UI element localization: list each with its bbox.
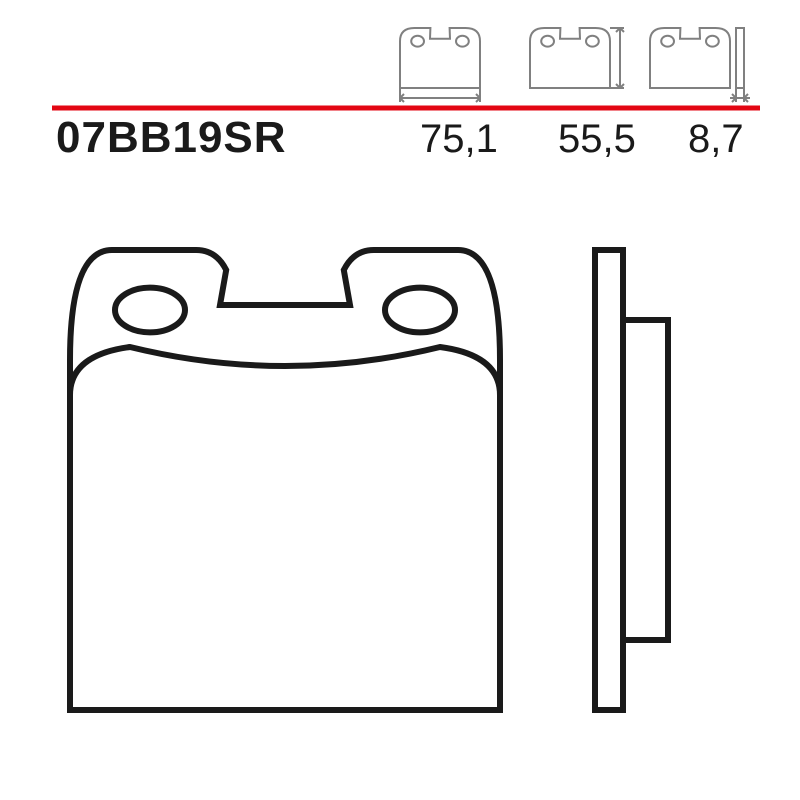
pad-hole-0: [115, 288, 185, 333]
pad-front-outline: [70, 250, 500, 710]
dim-width: 75,1: [420, 117, 498, 161]
dim-thickness: 8,7: [688, 117, 744, 161]
pad-front-inner: [70, 347, 500, 395]
spec-sheet: 07BB19SR 75,1 55,5 8,7: [0, 0, 800, 800]
dim-icon-height: [530, 28, 624, 88]
pad-hole-1: [385, 288, 455, 333]
dim-height: 55,5: [558, 117, 636, 161]
part-number: 07BB19SR: [56, 113, 287, 162]
dim-icon-width: [400, 28, 480, 102]
dim-icon-thick: [650, 28, 750, 102]
pad-side-backplate: [595, 250, 623, 710]
pad-side-friction: [623, 320, 668, 640]
